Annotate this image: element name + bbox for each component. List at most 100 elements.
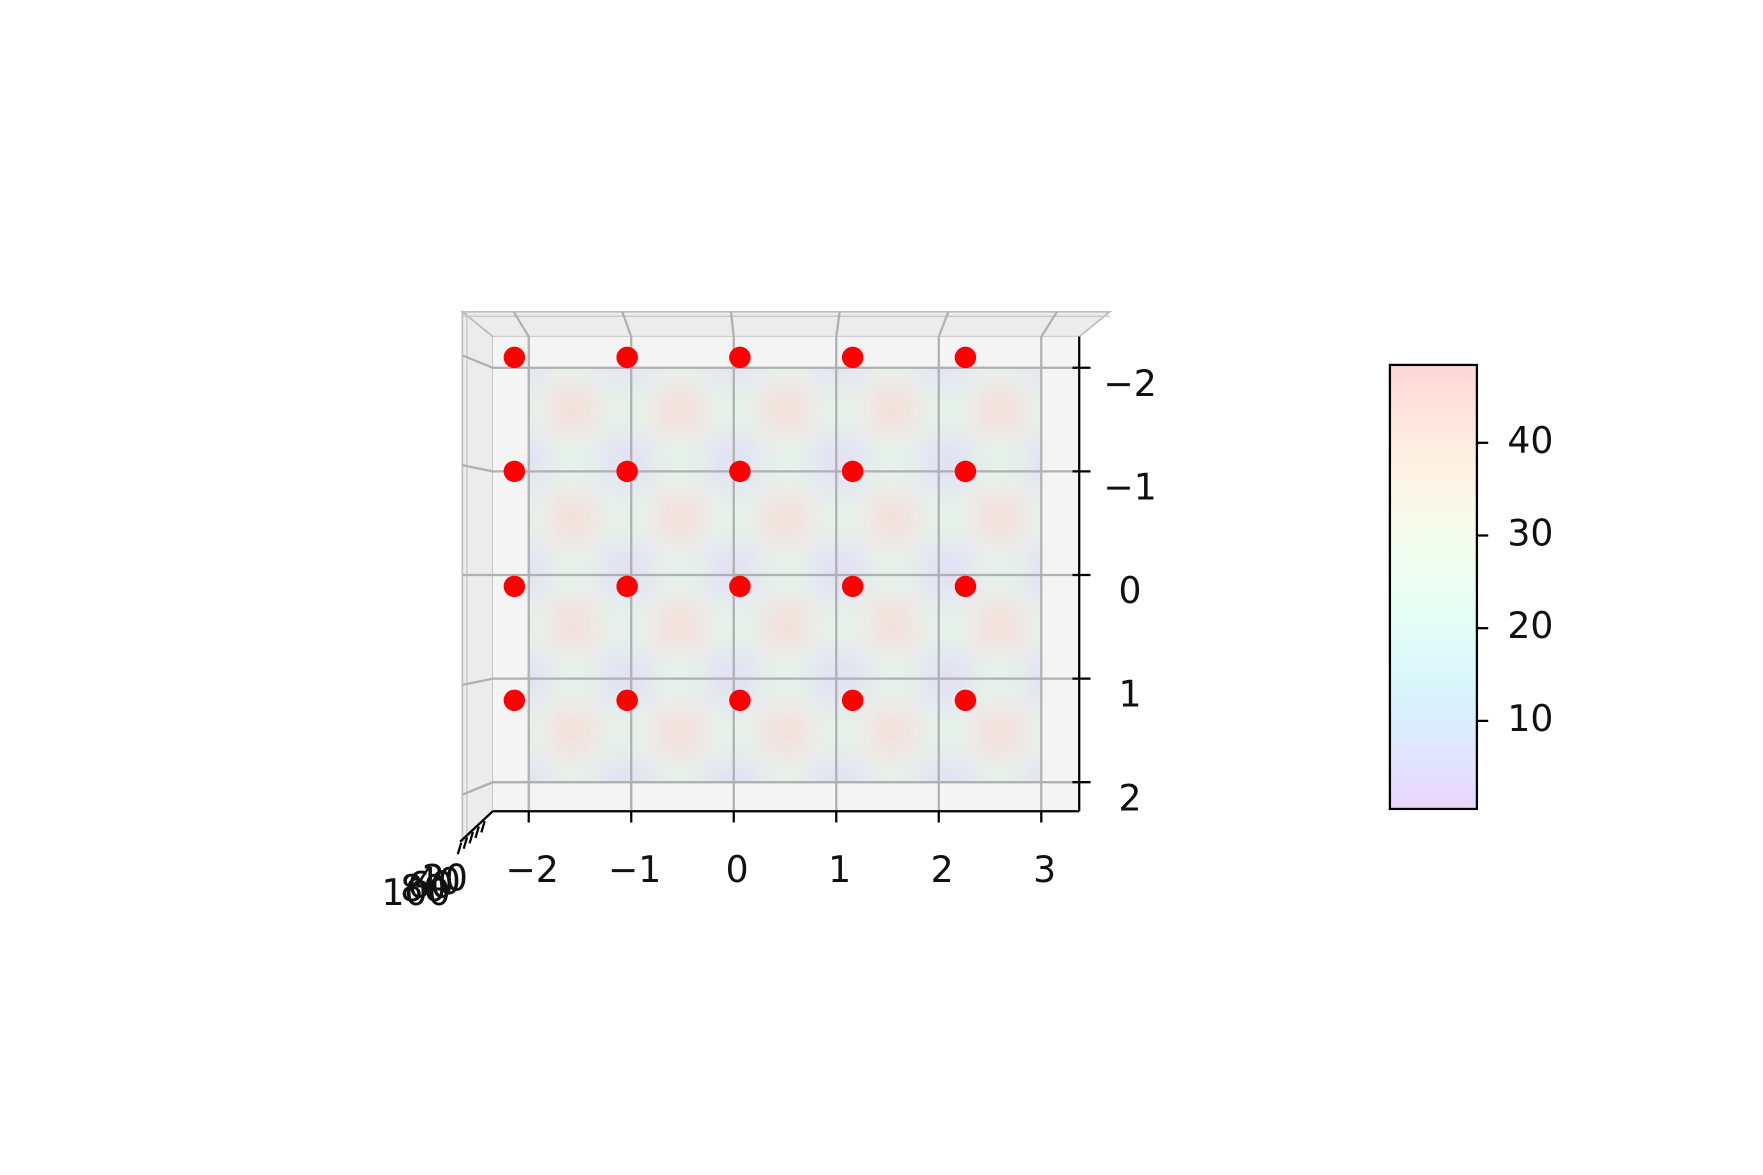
surface-cell bbox=[599, 382, 654, 437]
x-tick-label: −2 bbox=[505, 848, 558, 891]
surface-cell bbox=[652, 382, 707, 437]
point bbox=[503, 460, 526, 483]
surface-cell bbox=[812, 490, 867, 545]
z-tick-label: 80 bbox=[400, 867, 446, 910]
x-tick-label: 2 bbox=[931, 848, 954, 891]
z-tick-label: 40 bbox=[415, 860, 461, 903]
z-tick-mark bbox=[480, 820, 486, 833]
surface-cell bbox=[546, 490, 601, 545]
point bbox=[503, 575, 526, 598]
x-grid-line bbox=[1040, 311, 1058, 812]
x-tick-label: −1 bbox=[608, 848, 661, 891]
surface-cell bbox=[812, 597, 867, 653]
surface-cell bbox=[1025, 382, 1042, 437]
surface-cell bbox=[652, 367, 707, 383]
surface-cell bbox=[1025, 490, 1042, 545]
surface-cell bbox=[919, 759, 974, 783]
colorbar-tick-label: 20 bbox=[1507, 604, 1553, 647]
surface-cells bbox=[528, 367, 1042, 783]
point bbox=[954, 689, 977, 712]
surface-cell bbox=[599, 705, 654, 760]
surface-cell bbox=[528, 543, 547, 599]
surface-cell bbox=[528, 367, 547, 383]
grid bbox=[456, 311, 1091, 855]
colorbar-frame bbox=[1388, 363, 1479, 811]
point bbox=[503, 346, 526, 369]
surface-cell bbox=[1025, 759, 1042, 783]
point bbox=[729, 460, 751, 483]
colorbar: 10 20 30 40 bbox=[1388, 363, 1553, 811]
point bbox=[729, 575, 751, 598]
surface-cell bbox=[812, 705, 867, 760]
surface-cell bbox=[865, 490, 920, 545]
z-tick-label: 60 bbox=[407, 864, 453, 907]
surface-cell bbox=[546, 367, 601, 383]
surface-cell bbox=[546, 597, 601, 653]
axes bbox=[459, 336, 1081, 843]
surface-cell bbox=[546, 759, 601, 783]
surface-cell bbox=[865, 705, 920, 760]
point bbox=[954, 346, 977, 369]
surface-cell bbox=[972, 382, 1027, 437]
z-tick-mark bbox=[456, 842, 463, 855]
x-tick-label: 1 bbox=[828, 848, 851, 891]
surface-cell bbox=[1025, 597, 1042, 653]
point bbox=[729, 346, 751, 369]
surface-cell bbox=[759, 705, 814, 760]
point bbox=[954, 575, 977, 598]
surface-cell bbox=[1025, 705, 1042, 760]
surface-cell bbox=[652, 436, 707, 491]
x-grid-line bbox=[937, 311, 950, 812]
colorbar-tick-label: 10 bbox=[1507, 697, 1553, 740]
surface-cell bbox=[1025, 543, 1042, 599]
surface-cell bbox=[919, 490, 974, 545]
surface-cell bbox=[972, 367, 1027, 383]
y-tick-label: 2 bbox=[1119, 776, 1142, 819]
surface-cell bbox=[972, 543, 1027, 599]
point bbox=[841, 346, 864, 369]
point bbox=[841, 575, 864, 598]
point bbox=[841, 689, 864, 712]
surface-cell bbox=[919, 367, 974, 383]
y-tick-label: −1 bbox=[1103, 465, 1156, 508]
surface-cell bbox=[528, 490, 547, 545]
y-tick-label: −2 bbox=[1103, 362, 1156, 405]
surface-cell bbox=[546, 705, 601, 760]
point bbox=[616, 346, 638, 369]
y-grid-line bbox=[462, 677, 1080, 686]
point bbox=[616, 575, 638, 598]
z-axis-line bbox=[459, 810, 494, 843]
colorbar-tick-label: 40 bbox=[1507, 419, 1553, 462]
surface-cell bbox=[972, 705, 1027, 760]
surface-cell bbox=[528, 705, 547, 760]
top-pane bbox=[459, 310, 1113, 338]
surface-cell bbox=[865, 382, 920, 437]
surface-cell bbox=[919, 705, 974, 760]
surface-cell bbox=[812, 367, 867, 383]
surface-cell bbox=[865, 543, 920, 599]
y-tick-label: 0 bbox=[1119, 569, 1142, 612]
y-grid-line bbox=[461, 781, 1080, 796]
surface-cell bbox=[759, 759, 814, 783]
surface-cell bbox=[759, 367, 814, 383]
surface-cell bbox=[652, 543, 707, 599]
surface-cell bbox=[759, 490, 814, 545]
surface-cell bbox=[919, 382, 974, 437]
surface-cell bbox=[865, 597, 920, 653]
surface-cell bbox=[528, 759, 547, 783]
point bbox=[729, 689, 751, 712]
surface-cell bbox=[599, 490, 654, 545]
z-tick-label: 20 bbox=[422, 856, 468, 899]
surface-cell bbox=[972, 490, 1027, 545]
surface-cell bbox=[599, 759, 654, 783]
point bbox=[841, 460, 864, 483]
z-tick-label: 100 bbox=[382, 871, 451, 914]
surface-cell bbox=[652, 705, 707, 760]
surface-cell bbox=[652, 759, 707, 783]
z-tick-mark bbox=[468, 831, 475, 844]
surface-cell bbox=[972, 597, 1027, 653]
surface-cell bbox=[599, 597, 654, 653]
points bbox=[503, 346, 977, 712]
x-grid-line bbox=[729, 311, 735, 812]
